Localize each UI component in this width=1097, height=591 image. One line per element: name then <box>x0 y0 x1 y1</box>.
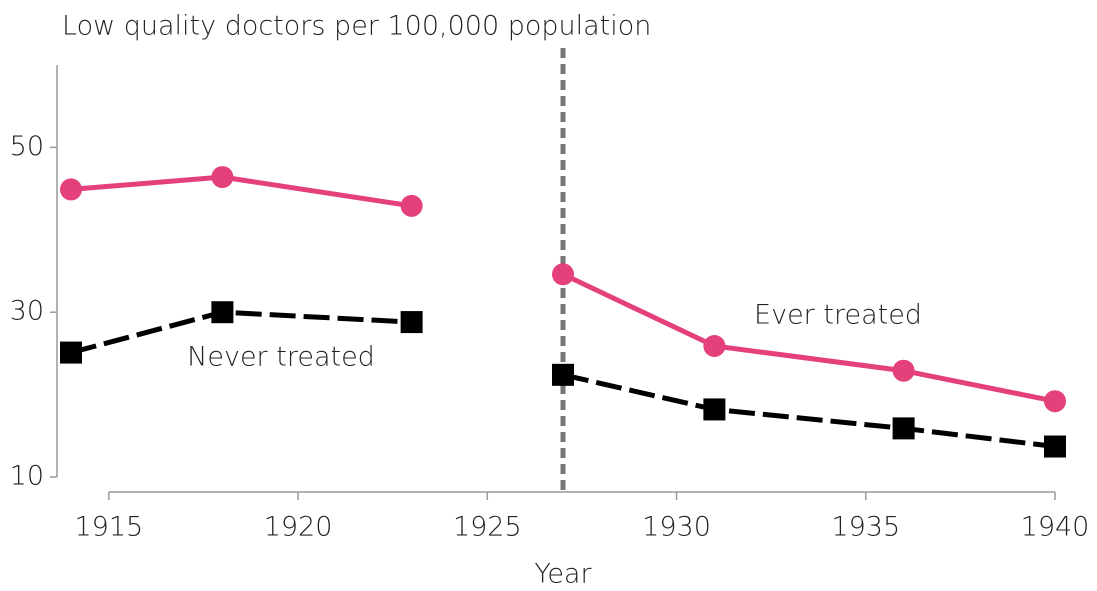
x-tick-label: 1915 <box>74 512 143 543</box>
x-tick-label: 1930 <box>642 512 711 543</box>
x-tick-label: 1925 <box>453 512 522 543</box>
series-label: Never treated <box>187 342 375 373</box>
point <box>400 311 423 334</box>
point <box>892 359 915 382</box>
x-axis-label: Year <box>534 559 592 590</box>
x-tick-label: 1935 <box>831 512 900 543</box>
y-tick-label: 10 <box>10 461 44 492</box>
y-tick-label: 30 <box>10 296 44 327</box>
point <box>400 194 423 217</box>
series-label: Ever treated <box>754 300 922 331</box>
point <box>60 341 82 364</box>
point <box>892 417 915 440</box>
point <box>703 334 726 357</box>
point <box>211 301 234 324</box>
point <box>703 398 726 421</box>
x-tick-label: 1920 <box>264 512 333 543</box>
point <box>211 166 234 189</box>
point <box>1044 390 1066 413</box>
point <box>1044 435 1066 458</box>
chart-title: Low quality doctors per 100,000 populati… <box>62 11 651 42</box>
y-tick-label: 50 <box>10 131 44 162</box>
x-tick-label: 1940 <box>1021 512 1090 543</box>
point <box>60 178 82 201</box>
point <box>552 363 574 386</box>
point <box>552 263 574 286</box>
